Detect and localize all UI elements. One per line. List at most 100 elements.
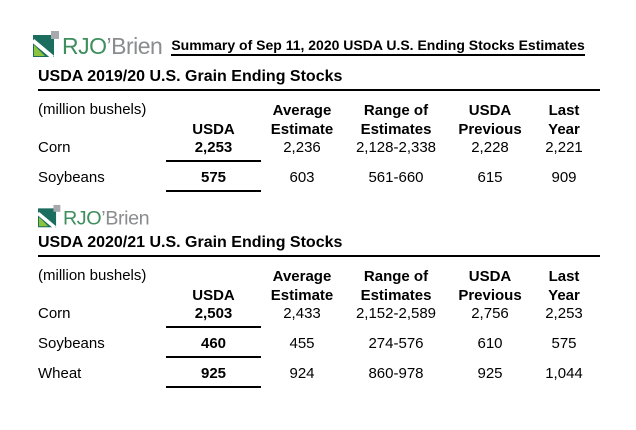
stocks-table-2019-20: (million bushels) USDA Average Estimate … [38,101,598,199]
range-of-estimates-value: 561-660 [368,169,424,186]
logo-text-brien: Brien [111,33,163,59]
column-header-average-estimate: Average Estimate [262,101,342,139]
logo-green-triangle [38,216,49,227]
usda-previous-value: 925 [477,365,503,382]
logo-gray-square [51,31,59,39]
column-header-line1: Average [272,102,332,119]
table-row-corn: Corn 2,253 2,236 2,128-2,338 2,228 2,221 [38,139,598,169]
last-year-value: 2,253 [545,305,583,322]
unit-label: (million bushels) [38,267,147,284]
usda-value-cell: 2,503 [165,305,262,335]
commodity-label: Soybeans [38,335,105,352]
usda-previous-value: 615 [477,169,503,186]
column-header-line1: Average [272,268,332,285]
column-header-range-of-estimates: Range of Estimates [342,267,450,305]
column-header-line2: USDA [192,121,235,138]
logo-text-brien: Brien [105,206,150,229]
last-year-value: 2,221 [545,139,583,156]
column-header-line1: USDA [468,102,512,119]
range-of-estimates-value: 2,152-2,589 [355,305,437,322]
column-header-line1 [165,267,262,286]
report-header-2: RJO’Brien [0,199,636,229]
logo-text-rjo: RJO [62,33,107,59]
column-header-last-year: Last Year [530,267,598,305]
column-header-range-of-estimates: Range of Estimates [342,101,450,139]
rjobrien-logo-icon [37,204,61,229]
column-header-line2: Estimate [270,287,334,304]
commodity-label: Soybeans [38,169,105,186]
document-title: Summary of Sep 11, 2020 USDA U.S. Ending… [171,37,585,56]
column-header-line2: Estimates [360,287,432,304]
column-header-line1 [165,101,262,120]
usda-value-cell: 460 [165,335,262,365]
usda-value: 925 [166,365,261,388]
range-of-estimates-value: 860-978 [368,365,424,382]
logo-text-rjo: RJO [62,206,102,229]
table-row-wheat: Wheat 925 924 860-978 925 1,044 [38,365,598,395]
last-year-value: 575 [551,335,577,352]
section-title-2019-20: USDA 2019/20 U.S. Grain Ending Stocks [38,68,343,85]
section-title-2020-21: USDA 2020/21 U.S. Grain Ending Stocks [38,234,343,251]
commodity-label: Corn [38,305,71,322]
column-header-line2: Year [548,287,580,304]
column-header-usda-previous: USDA Previous [450,267,530,305]
column-header-line1: USDA [468,268,512,285]
column-header-usda: USDA [165,101,262,139]
stocks-table-2020-21: (million bushels) USDA Average Estimate … [38,267,598,395]
table-row-soybeans: Soybeans 460 455 274-576 610 575 [38,335,598,365]
column-header-line2: Year [548,121,580,138]
column-header-line2: Previous [458,121,522,138]
column-header-line1: Range of [363,102,429,119]
average-estimate-value: 2,236 [283,139,321,156]
rjobrien-logo: RJO’Brien [37,204,150,229]
range-of-estimates-value: 2,128-2,338 [355,139,437,156]
column-header-line1: Range of [363,268,429,285]
average-estimate-value: 455 [289,335,315,352]
last-year-value: 909 [551,169,577,186]
column-header-line1: Last [548,268,580,285]
usda-value-cell: 2,253 [165,139,262,169]
usda-value-cell: 925 [165,365,262,395]
average-estimate-value: 2,433 [283,305,321,322]
logo-text-apostrophe: ’ [101,206,106,229]
rjobrien-logo-text: RJO’Brien [62,33,163,59]
range-of-estimates-value: 274-576 [368,335,424,352]
usda-previous-value: 2,756 [471,305,509,322]
column-header-line1: Last [548,102,580,119]
rjobrien-logo: RJO’Brien [31,31,163,59]
rjobrien-logo-icon [31,31,59,59]
usda-value: 2,253 [166,139,261,162]
logo-green-triangle [34,45,45,56]
usda-value: 575 [166,169,261,192]
column-header-line2: USDA [192,287,235,304]
logo-gray-square [53,204,61,212]
last-year-value: 1,044 [545,365,583,382]
column-header-usda-previous: USDA Previous [450,101,530,139]
average-estimate-value: 603 [289,169,315,186]
usda-value: 460 [166,335,261,358]
column-header-line2: Estimate [270,121,334,138]
rjobrien-logo-text: RJO’Brien [62,206,150,229]
unit-label: (million bushels) [38,101,147,118]
logo-text-apostrophe: ’ [106,33,112,59]
report-header: RJO’Brien Summary of Sep 11, 2020 USDA U… [0,0,636,59]
column-header-line2: Previous [458,287,522,304]
header-row: (million bushels) USDA Average Estimate … [38,101,598,139]
commodity-label: Wheat [38,365,82,382]
column-header-line2: Estimates [360,121,432,138]
section-divider [38,89,600,91]
section-divider [38,255,600,257]
column-header-usda: USDA [165,267,262,305]
usda-value-cell: 575 [165,169,262,199]
column-header-last-year: Last Year [530,101,598,139]
table-row-soybeans: Soybeans 575 603 561-660 615 909 [38,169,598,199]
usda-previous-value: 610 [477,335,503,352]
commodity-label: Corn [38,139,71,156]
usda-previous-value: 2,228 [471,139,509,156]
average-estimate-value: 924 [289,365,315,382]
column-header-average-estimate: Average Estimate [262,267,342,305]
usda-value: 2,503 [166,305,261,328]
header-row: (million bushels) USDA Average Estimate … [38,267,598,305]
table-row-corn: Corn 2,503 2,433 2,152-2,589 2,756 2,253 [38,305,598,335]
